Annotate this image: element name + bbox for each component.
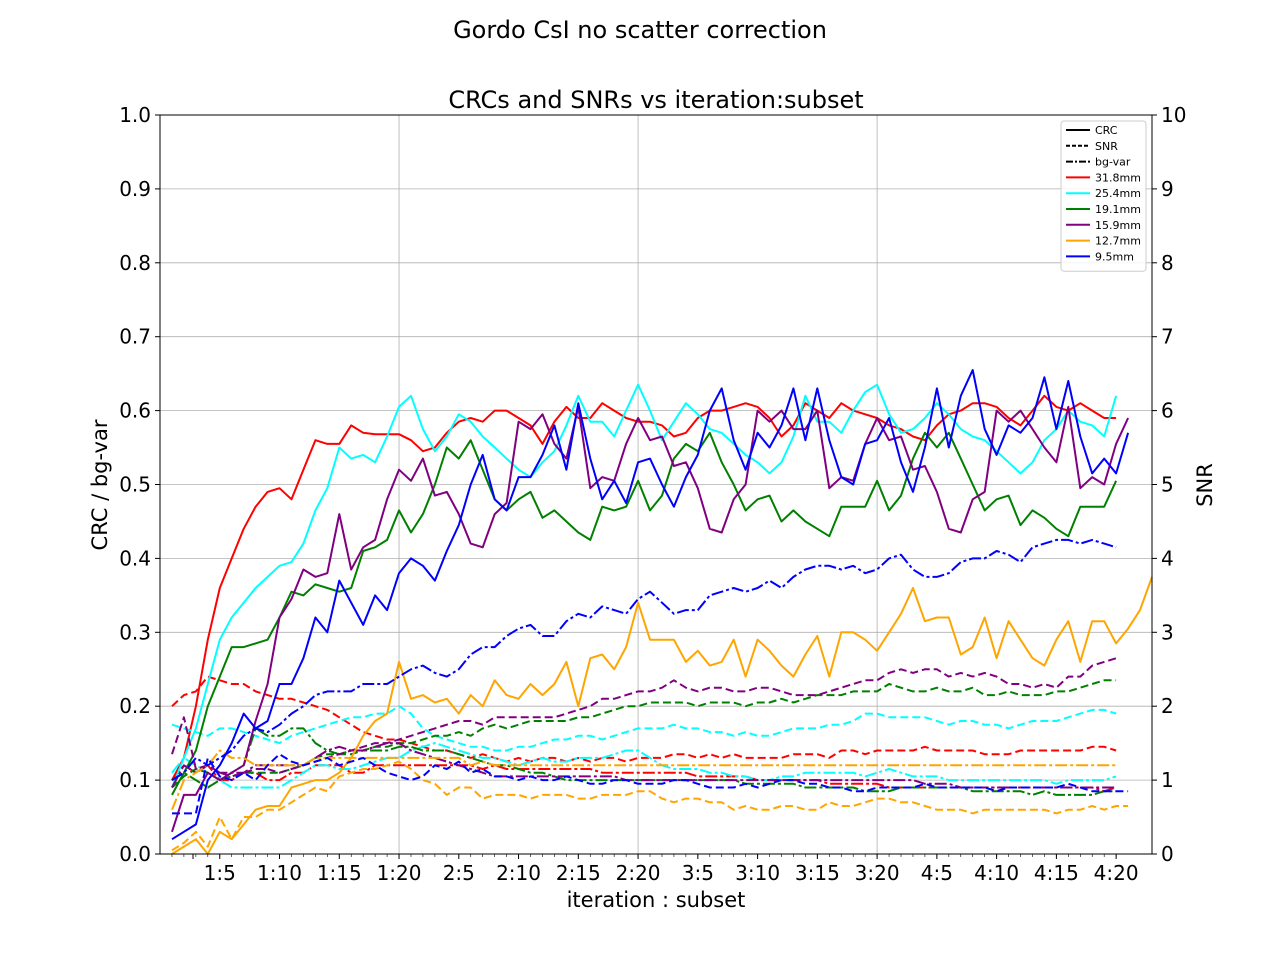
y-axis-label: CRC / bg-var bbox=[88, 419, 112, 550]
series-crc-25-4mm bbox=[171, 383, 1118, 788]
chart-title: CRCs and SNRs vs iteration:subset bbox=[448, 86, 863, 114]
y2-tick-label: 1 bbox=[1161, 768, 1174, 792]
x-tick-label: 4:10 bbox=[974, 861, 1019, 885]
series-crc-15-9mm bbox=[171, 405, 1130, 833]
y-tick-label: 0.6 bbox=[119, 399, 151, 423]
x-tick-label: 2:15 bbox=[556, 861, 601, 885]
y2-tick-label: 7 bbox=[1161, 325, 1174, 349]
series-snr-25-4mm bbox=[171, 705, 1117, 752]
y2-tick-label: 9 bbox=[1161, 177, 1174, 201]
x-axis-label: iteration : subset bbox=[567, 888, 746, 912]
y-axis-left: 0.0 0.1 0.2 0.3 0.4 0.5 0.6 0.7 0.8 0.9 1.0 bbox=[119, 103, 160, 866]
y-tick-label: 0.8 bbox=[119, 251, 151, 275]
y-axis-right: 0 1 2 3 4 5 6 7 8 9 10 bbox=[1152, 103, 1186, 866]
legend-label: CRC bbox=[1095, 124, 1118, 137]
x-tick-label: 3:5 bbox=[682, 861, 714, 885]
y2-tick-label: 10 bbox=[1161, 103, 1186, 127]
y-tick-label: 1.0 bbox=[119, 103, 151, 127]
x-tick-label: 4:15 bbox=[1034, 861, 1079, 885]
chart-suptitle: Gordo CsI no scatter correction bbox=[453, 16, 827, 44]
y2-tick-label: 2 bbox=[1161, 694, 1174, 718]
legend-label: 12.7mm bbox=[1095, 235, 1141, 248]
y-tick-label: 0.7 bbox=[119, 325, 151, 349]
series-snr-19-1mm bbox=[171, 679, 1117, 789]
y2-tick-label: 6 bbox=[1161, 399, 1174, 423]
y-tick-label: 0.0 bbox=[119, 842, 151, 866]
y-tick-label: 0.9 bbox=[119, 177, 151, 201]
y2-tick-label: 5 bbox=[1161, 473, 1174, 497]
legend-label: 9.5mm bbox=[1095, 250, 1134, 263]
x-tick-label: 2:20 bbox=[616, 861, 661, 885]
x-tick-label: 1:15 bbox=[317, 861, 362, 885]
series-crc-19-1mm bbox=[171, 431, 1118, 796]
legend: CRC SNR bg-var 31.8mm 25.4mm 19.1mm 15.9mm 12.7… bbox=[1060, 120, 1147, 272]
series-bgvar-12-7mm bbox=[171, 749, 1117, 811]
x-tick-label: 1:10 bbox=[257, 861, 302, 885]
y2-tick-label: 3 bbox=[1161, 620, 1174, 644]
x-tick-label: 1:20 bbox=[377, 861, 422, 885]
x-tick-label: 3:20 bbox=[855, 861, 900, 885]
series-snr-12-7mm bbox=[171, 760, 1129, 852]
x-tick-label: 3:15 bbox=[795, 861, 840, 885]
series-snr-31-8mm bbox=[171, 675, 1117, 763]
y2-tick-label: 8 bbox=[1161, 251, 1174, 275]
legend-label: 31.8mm bbox=[1095, 171, 1141, 184]
x-tick-label: 4:20 bbox=[1094, 861, 1139, 885]
x-tick-label: 2:5 bbox=[443, 861, 475, 885]
series-bgvar-15-9mm bbox=[171, 742, 1117, 789]
x-tick-label: 4:5 bbox=[921, 861, 953, 885]
y-tick-label: 0.1 bbox=[119, 768, 151, 792]
series-snr-9-5mm bbox=[172, 753, 1129, 815]
legend-label: 15.9mm bbox=[1095, 219, 1141, 232]
series-crc-31-8mm bbox=[171, 394, 1117, 781]
grid-layer bbox=[160, 114, 1152, 855]
series-crc-9-5mm bbox=[171, 369, 1130, 841]
y2-axis-label: SNR bbox=[1193, 463, 1217, 507]
y2-tick-label: 4 bbox=[1161, 546, 1174, 570]
series-bgvar-9-5mm bbox=[171, 538, 1117, 781]
legend-label: bg-var bbox=[1095, 156, 1131, 169]
legend-box bbox=[1060, 120, 1147, 272]
y-tick-label: 0.5 bbox=[119, 473, 151, 497]
series-crc-12-7mm bbox=[171, 576, 1153, 855]
y-tick-label: 0.2 bbox=[119, 694, 151, 718]
legend-label: SNR bbox=[1095, 140, 1118, 153]
x-tick-label: 2:10 bbox=[496, 861, 541, 885]
legend-label: 25.4mm bbox=[1095, 187, 1141, 200]
y2-tick-label: 0 bbox=[1161, 842, 1174, 866]
x-axis: 1:5 1:10 1:15 1:20 2:5 2:10 2:15 2:20 3:5 3:10 3:1… bbox=[171, 854, 1139, 885]
x-tick-label: 1:5 bbox=[204, 861, 236, 885]
legend-label: 19.1mm bbox=[1095, 203, 1141, 216]
y-tick-label: 0.3 bbox=[119, 620, 151, 644]
y-tick-label: 0.4 bbox=[119, 546, 151, 570]
x-tick-label: 3:10 bbox=[735, 861, 780, 885]
series-layer bbox=[171, 369, 1153, 855]
series-bgvar-25-4mm bbox=[171, 742, 1117, 789]
